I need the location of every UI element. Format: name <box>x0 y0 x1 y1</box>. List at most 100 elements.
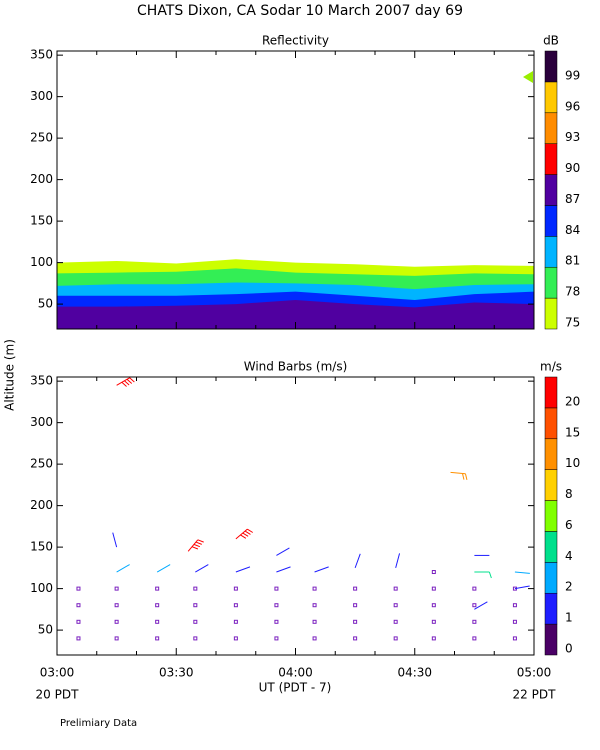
wind-barb <box>474 601 488 610</box>
wind-barb <box>116 377 135 387</box>
colorbar-box <box>544 407 558 440</box>
x-tick-label: 03:30 <box>159 666 194 680</box>
calm-marker <box>512 603 517 608</box>
footnote: Prelimiary Data <box>60 718 137 729</box>
x-end-label: 22 PDT <box>513 688 557 702</box>
y-tick-label: 100 <box>30 581 53 595</box>
wind-barb <box>187 539 204 552</box>
wind-barb <box>354 553 361 569</box>
colorbar-unit: dB <box>543 34 559 48</box>
colorbar-box <box>544 562 558 594</box>
colorbar-box <box>544 500 558 532</box>
calm-marker <box>472 586 477 591</box>
calm-marker <box>431 586 436 591</box>
calm-marker <box>193 619 198 624</box>
y-tick-label: 300 <box>30 415 53 429</box>
calm-marker <box>472 619 477 624</box>
colorbar-label: 90 <box>565 161 580 175</box>
wind-barb <box>514 585 530 590</box>
x-tick-label: 04:30 <box>397 666 432 680</box>
y-tick-label: 150 <box>30 214 53 228</box>
calm-marker <box>472 636 477 641</box>
colorbar-label: 75 <box>565 316 580 330</box>
colorbar-label: 4 <box>565 549 573 563</box>
y-tick-label: 50 <box>38 623 53 637</box>
calm-marker <box>193 603 198 608</box>
calm-marker <box>274 603 279 608</box>
colorbar-label: 78 <box>565 285 580 299</box>
calm-marker <box>114 586 119 591</box>
calm-marker <box>393 636 398 641</box>
wind-barb <box>116 564 130 573</box>
wind-barb <box>235 566 251 573</box>
calm-marker <box>353 586 358 591</box>
calm-marker <box>155 586 160 591</box>
wind-barb <box>195 564 209 573</box>
colorbar-box <box>544 592 558 625</box>
wind-barb <box>395 553 401 568</box>
colorbar-label: 96 <box>565 99 580 113</box>
colorbar-label: 20 <box>565 394 580 408</box>
colorbar-box <box>544 376 558 409</box>
calm-marker <box>155 636 160 641</box>
colorbar-label: 1 <box>565 611 573 625</box>
colorbar-label: 87 <box>565 192 580 206</box>
y-tick-label: 200 <box>30 498 53 512</box>
calm-marker <box>274 586 279 591</box>
wind-barb <box>314 566 329 573</box>
x-tick-label: 04:00 <box>278 666 313 680</box>
calm-marker <box>114 619 119 624</box>
colorbar-label: 6 <box>565 518 573 532</box>
contour-band <box>57 299 534 329</box>
y-tick-label: 300 <box>30 89 53 103</box>
colorbar-label: 81 <box>565 254 580 268</box>
calm-marker <box>512 619 517 624</box>
calm-marker <box>431 619 436 624</box>
x-end-label: 20 PDT <box>36 688 80 702</box>
calm-marker <box>312 619 317 624</box>
colorbar-label: 0 <box>565 642 573 656</box>
chart-title: Reflectivity <box>262 34 329 48</box>
calm-marker <box>76 619 81 624</box>
calm-marker <box>512 636 517 641</box>
calm-marker <box>353 636 358 641</box>
colorbar-box <box>544 531 558 563</box>
colorbar-box <box>544 50 558 83</box>
calm-marker <box>393 619 398 624</box>
calm-marker <box>274 619 279 624</box>
colorbar-label: 93 <box>565 130 580 144</box>
calm-marker <box>431 636 436 641</box>
colorbar-label: 99 <box>565 68 580 82</box>
calm-marker <box>233 636 238 641</box>
calm-marker <box>76 603 81 608</box>
calm-marker <box>76 586 81 591</box>
colorbar-box <box>544 266 558 299</box>
wind-barb <box>235 528 254 540</box>
colorbar-unit: m/s <box>540 360 562 374</box>
calm-marker <box>193 586 198 591</box>
wind-barb <box>276 547 290 556</box>
colorbar-label: 15 <box>565 425 580 439</box>
colorbar-box <box>544 112 558 144</box>
calm-marker <box>393 603 398 608</box>
y-tick-label: 250 <box>30 131 53 145</box>
wind-barb <box>112 532 118 548</box>
wind-barb <box>514 571 530 574</box>
calm-marker <box>193 636 198 641</box>
x-tick-label: 03:00 <box>40 666 75 680</box>
y-tick-label: 250 <box>30 457 53 471</box>
colorbar-box <box>544 438 558 470</box>
y-tick-label: 150 <box>30 540 53 554</box>
colorbar-box <box>544 143 558 175</box>
marker-triangle <box>523 71 533 83</box>
wind-barb <box>450 471 468 481</box>
colorbar-box <box>544 174 558 206</box>
calm-marker <box>393 586 398 591</box>
y-tick-label: 100 <box>30 255 53 269</box>
colorbar-box <box>544 81 558 114</box>
wind-barb <box>276 566 291 573</box>
colorbar-label: 10 <box>565 456 580 470</box>
calm-marker <box>312 603 317 608</box>
chart-title: Wind Barbs (m/s) <box>244 360 348 374</box>
